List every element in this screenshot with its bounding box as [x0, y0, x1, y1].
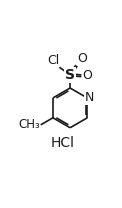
Text: O: O: [77, 52, 87, 65]
Text: CH₃: CH₃: [19, 118, 41, 131]
Text: HCl: HCl: [51, 136, 75, 150]
Text: S: S: [65, 68, 75, 82]
Text: Cl: Cl: [47, 54, 60, 67]
Text: N: N: [85, 92, 94, 104]
Text: O: O: [82, 69, 92, 82]
